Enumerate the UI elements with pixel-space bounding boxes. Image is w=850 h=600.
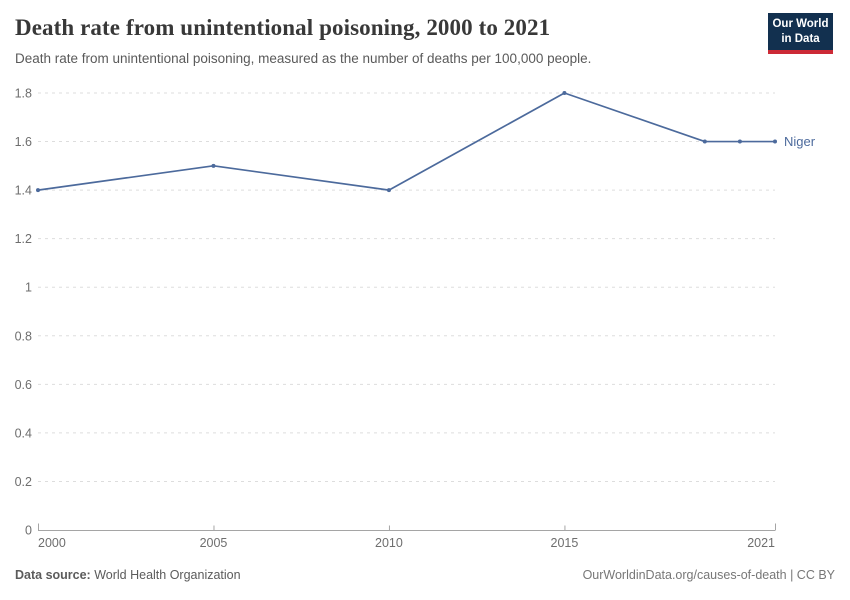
y-tick-label: 1.6 <box>15 135 32 149</box>
chart-title: Death rate from unintentional poisoning,… <box>15 15 551 40</box>
chart-subtitle: Death rate from unintentional poisoning,… <box>15 51 592 66</box>
y-tick-label: 1.2 <box>15 232 32 246</box>
data-point[interactable] <box>36 188 40 193</box>
data-point[interactable] <box>211 163 216 168</box>
y-tick-label: 0.2 <box>15 475 32 489</box>
y-tick-label: 1.4 <box>15 184 32 198</box>
series-line[interactable] <box>37 92 776 191</box>
y-tick-label: 0.4 <box>15 426 32 440</box>
y-tick-label: 0.8 <box>15 329 32 343</box>
x-tick-label: 2000 <box>38 536 66 550</box>
y-tick-label: 0 <box>25 524 32 538</box>
x-tick-label: 2005 <box>200 536 228 550</box>
data-source-value: World Health Organization <box>90 568 241 582</box>
y-tick-label: 1 <box>25 281 32 295</box>
x-tick-label: 2021 <box>747 536 775 550</box>
data-point[interactable] <box>702 139 707 144</box>
x-tick-label: 2010 <box>375 536 403 550</box>
entity-label[interactable]: Niger <box>784 134 816 149</box>
y-tick-label: 1.8 <box>15 87 32 101</box>
data-point[interactable] <box>773 139 777 144</box>
data-point[interactable] <box>737 139 742 144</box>
data-point[interactable] <box>386 188 391 193</box>
data-point[interactable] <box>562 91 567 95</box>
owid-logo-line1: Our World <box>772 18 829 30</box>
x-tick-label: 2015 <box>551 536 579 550</box>
owid-logo-line2: in Data <box>781 32 820 45</box>
credit-link[interactable]: OurWorldinData.org/causes-of-death | CC … <box>582 568 835 582</box>
data-source-note: Data source: World Health Organization <box>15 568 241 582</box>
chart-footer: Data source: World Health Organization O… <box>15 568 835 582</box>
y-tick-label: 0.6 <box>15 378 32 392</box>
data-source-label: Data source: <box>15 568 91 582</box>
owid-logo[interactable]: Our World in Data <box>768 13 833 54</box>
